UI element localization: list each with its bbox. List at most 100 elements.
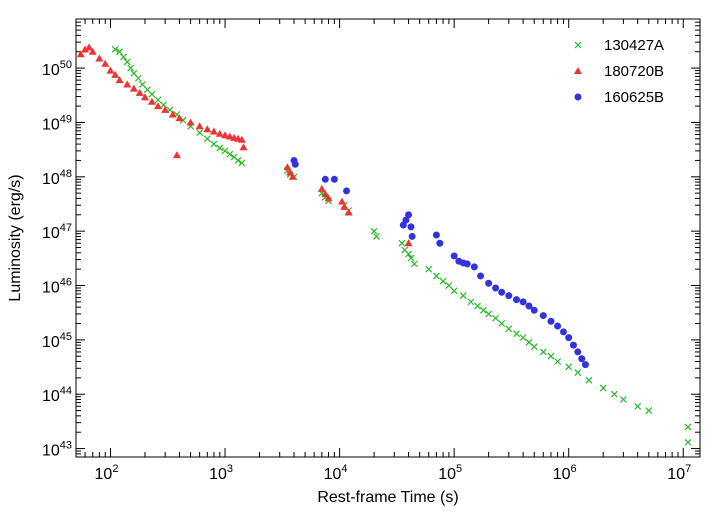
- data-point-180720B: [286, 168, 295, 176]
- data-point-130427A: [684, 438, 692, 446]
- data-point-130427A: [238, 159, 246, 167]
- data-point-130427A: [221, 147, 229, 155]
- data-point-130427A: [439, 277, 447, 285]
- data-point-180720B: [106, 66, 115, 74]
- data-point-130427A: [599, 384, 607, 392]
- data-point-180720B: [321, 190, 330, 198]
- data-point-180720B: [225, 132, 234, 140]
- data-point-130427A: [111, 46, 119, 53]
- data-point-130427A: [498, 320, 506, 327]
- data-point-160625B: [432, 231, 440, 239]
- data-point-160625B: [407, 223, 415, 231]
- data-point-130427A: [445, 282, 453, 289]
- series-130427A: [111, 46, 692, 446]
- data-point-180720B: [161, 105, 170, 113]
- data-point-130427A: [425, 265, 433, 273]
- data-point-130427A: [203, 135, 211, 143]
- data-point-130427A: [138, 81, 146, 88]
- data-point-130427A: [405, 250, 412, 258]
- data-point-180720B: [404, 239, 413, 247]
- data-point-160625B: [321, 175, 329, 183]
- data-point-160625B: [581, 361, 589, 369]
- data-point-180720B: [203, 125, 212, 133]
- data-point-130427A: [684, 423, 692, 431]
- data-point-130427A: [505, 325, 513, 333]
- data-point-180720B: [317, 184, 326, 192]
- data-point-180720B: [95, 54, 104, 62]
- data-point-180720B: [324, 194, 333, 202]
- y-tick-label: 1045: [42, 331, 72, 351]
- data-point-180720B: [172, 151, 181, 159]
- y-tick-label: 1044: [42, 385, 72, 405]
- data-point-130427A: [619, 396, 627, 403]
- y-tick-label: 1049: [42, 113, 72, 133]
- series-160625B: [290, 156, 589, 369]
- data-point-180720B: [111, 70, 120, 78]
- legend-marker-180720B: [574, 67, 582, 74]
- data-point-130427A: [210, 140, 218, 148]
- x-tick-label: 104: [324, 463, 348, 483]
- data-point-180720B: [186, 118, 195, 126]
- data-point-130427A: [610, 390, 618, 398]
- data-point-160625B: [450, 252, 458, 260]
- legend-entry-180720B: 180720B: [574, 63, 664, 80]
- data-point-130427A: [196, 129, 204, 137]
- data-point-180720B: [88, 47, 97, 55]
- x-tick-label: 102: [95, 463, 119, 483]
- data-point-180720B: [115, 76, 124, 84]
- y-tick-label: 1046: [42, 277, 72, 297]
- legend-entry-160625B: 160625B: [574, 89, 664, 106]
- data-point-160625B: [330, 175, 338, 183]
- data-point-180720B: [140, 93, 149, 101]
- data-point-130427A: [370, 227, 378, 235]
- data-point-130427A: [127, 64, 135, 72]
- data-point-160625B: [477, 272, 485, 280]
- data-point-160625B: [512, 296, 520, 304]
- data-point-130427A: [123, 58, 131, 66]
- data-point-180720B: [340, 202, 349, 210]
- data-point-130427A: [574, 369, 582, 377]
- data-point-160625B: [470, 263, 478, 271]
- data-point-130427A: [474, 302, 481, 310]
- data-point-130427A: [432, 272, 440, 280]
- y-tick-label: 1047: [42, 222, 72, 242]
- legend-label: 160625B: [604, 89, 664, 106]
- data-point-130427A: [634, 402, 642, 410]
- data-point-130427A: [134, 74, 142, 82]
- plot-area: [75, 18, 701, 458]
- legend-label: 130427A: [604, 37, 664, 54]
- data-point-130427A: [216, 144, 224, 152]
- data-point-130427A: [373, 232, 380, 240]
- data-point-160625B: [492, 284, 500, 292]
- y-axis-title: Luminosity (erg/s): [7, 174, 24, 301]
- data-point-130427A: [410, 260, 418, 268]
- data-point-160625B: [291, 160, 299, 168]
- data-point-130427A: [585, 376, 593, 384]
- data-point-180720B: [344, 208, 353, 216]
- data-point-130427A: [116, 48, 123, 56]
- data-point-130427A: [450, 287, 458, 295]
- data-point-160625B: [565, 334, 573, 342]
- data-point-160625B: [569, 341, 577, 349]
- data-point-130427A: [645, 407, 653, 415]
- data-point-160625B: [498, 288, 506, 296]
- data-point-180720B: [338, 197, 347, 205]
- data-point-130427A: [398, 239, 406, 247]
- data-point-160625B: [343, 187, 351, 195]
- data-point-130427A: [459, 292, 467, 300]
- data-point-160625B: [436, 239, 444, 247]
- legend-label: 180720B: [604, 63, 664, 80]
- data-point-130427A: [530, 343, 538, 351]
- data-point-130427A: [154, 96, 162, 104]
- legend-entry-130427A: 130427A: [574, 37, 664, 54]
- data-point-130427A: [519, 334, 527, 342]
- data-point-160625B: [554, 322, 562, 330]
- data-point-130427A: [148, 90, 156, 98]
- data-point-160625B: [485, 279, 493, 287]
- data-point-130427A: [554, 358, 562, 365]
- x-tick-label: 106: [553, 463, 577, 483]
- data-point-160625B: [525, 302, 533, 310]
- data-point-130427A: [407, 254, 415, 262]
- data-point-160625B: [505, 292, 513, 300]
- data-point-160625B: [547, 317, 555, 325]
